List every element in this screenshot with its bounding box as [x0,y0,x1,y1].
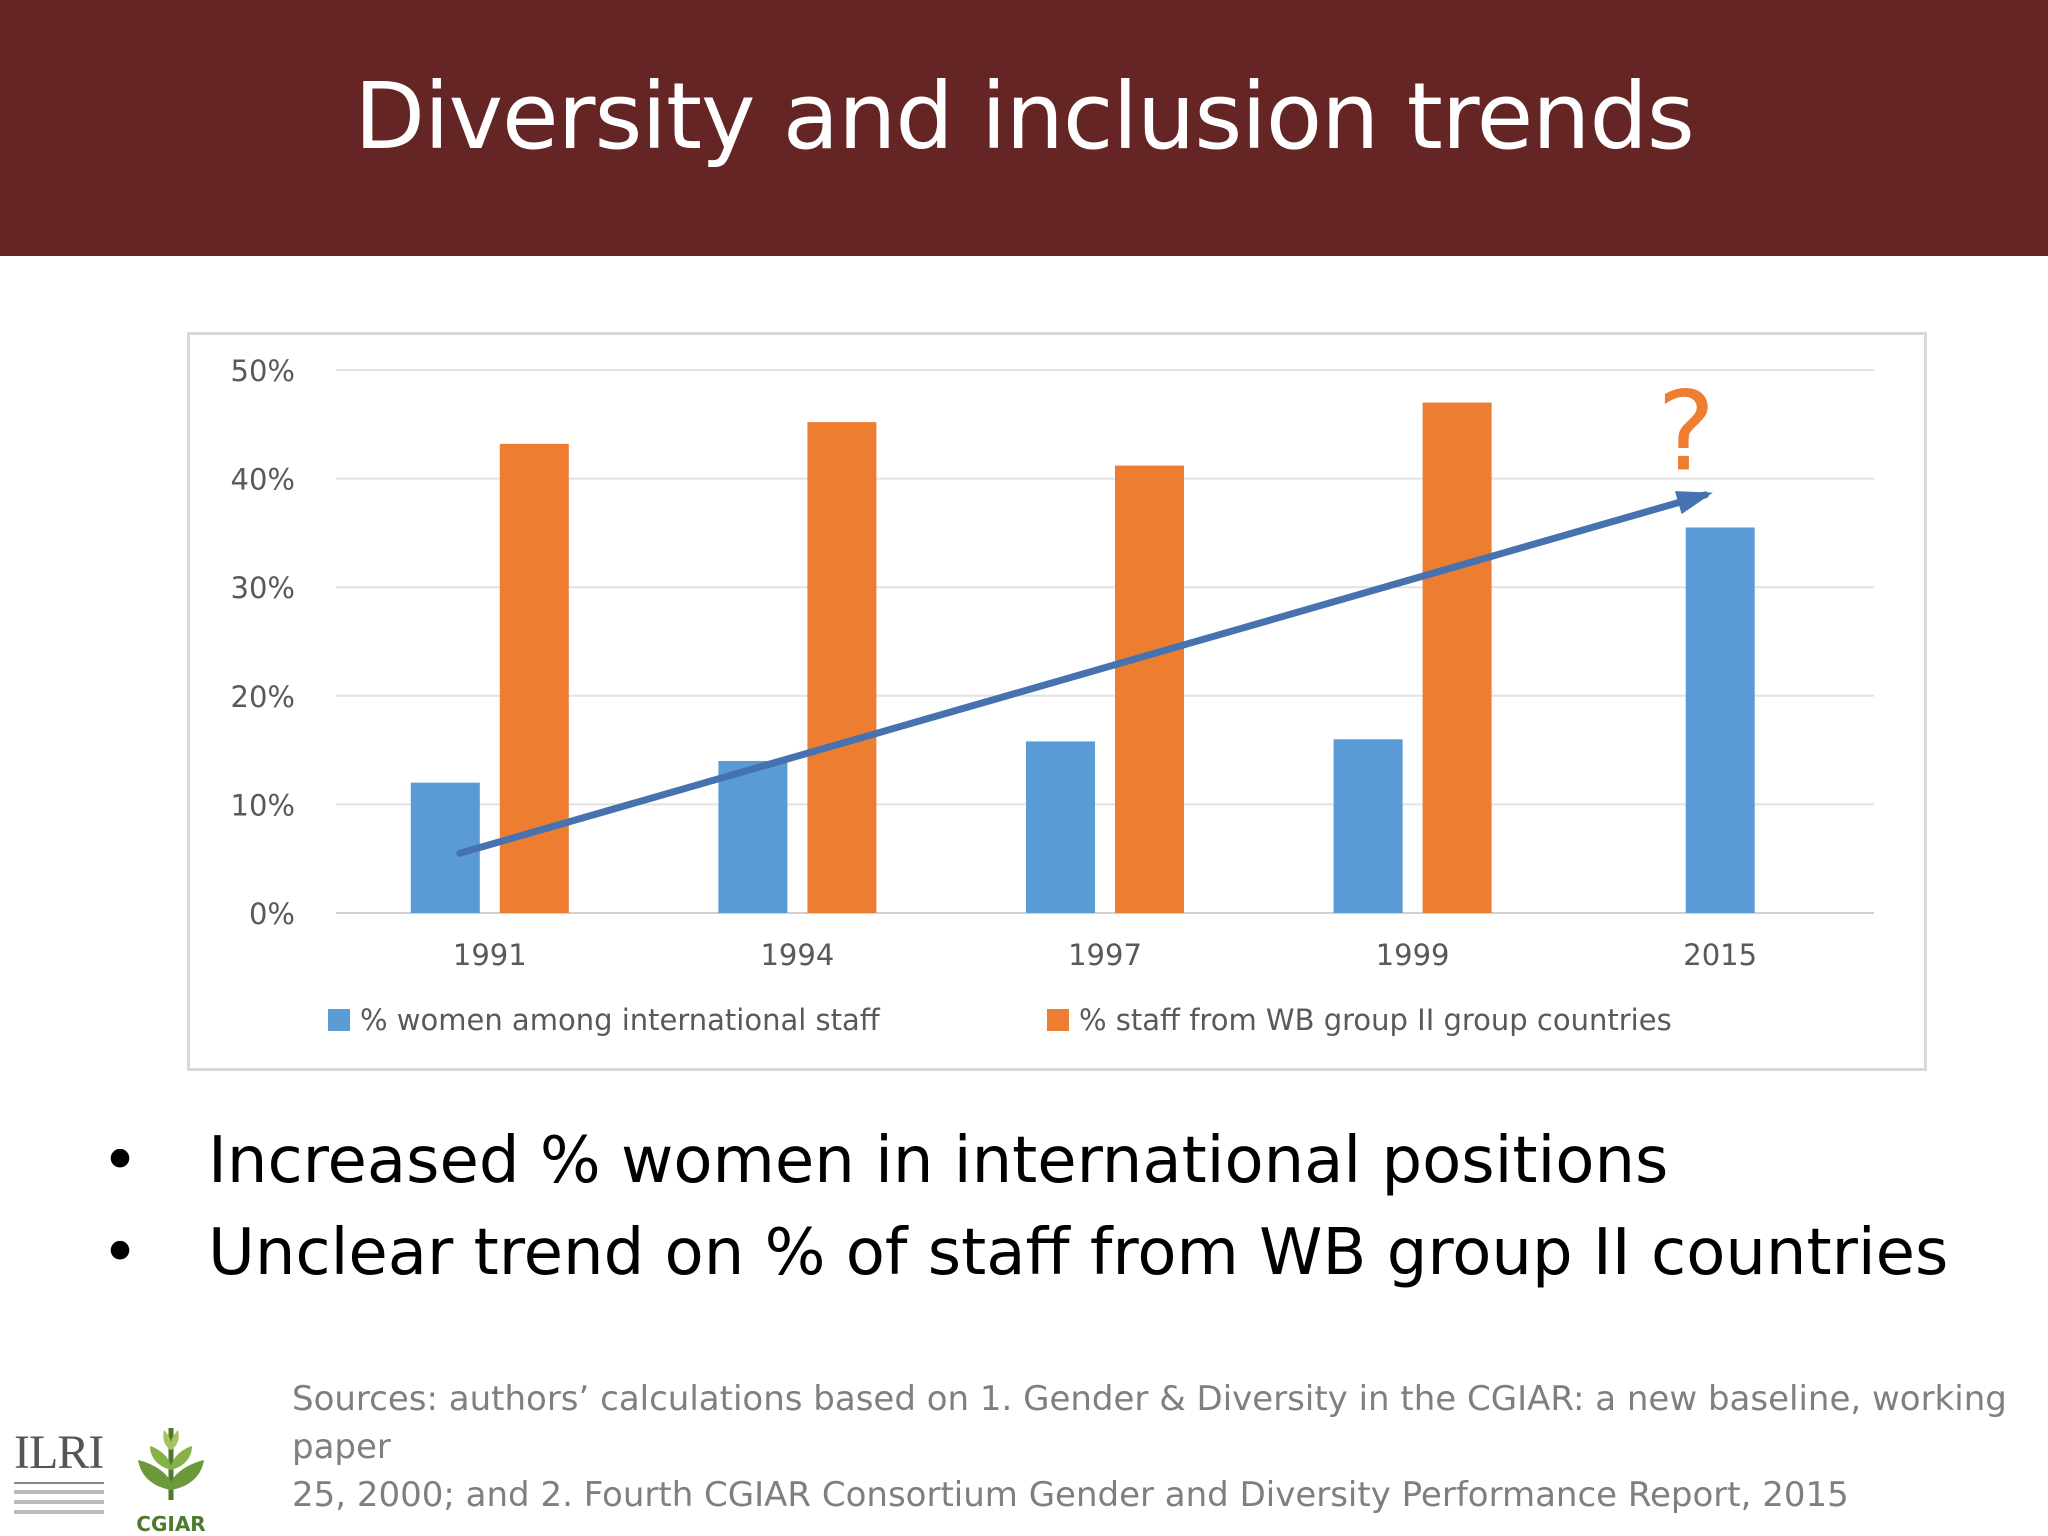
legend-label-women: % women among international staff [360,1003,880,1037]
sources-line: 25, 2000; and 2. Fourth CGIAR Consortium… [292,1475,1849,1515]
bullet-item: • Increased % women in international pos… [100,1115,2020,1207]
bullet-list: • Increased % women in international pos… [100,1115,2020,1299]
cgiar-plant-icon [138,1428,204,1500]
chart-frame [187,332,1927,1071]
legend-item-wb: % staff from WB group II group countries [1047,1003,1672,1037]
bullet-item: • Unclear trend on % of staff from WB gr… [100,1207,2020,1299]
slide-title: Diversity and inclusion trends [354,62,1695,170]
cgiar-logo-text: CGIAR [136,1512,206,1536]
legend-item-women: % women among international staff [328,1003,880,1037]
cgiar-logo: CGIAR [128,1420,214,1536]
slide-header: Diversity and inclusion trends [0,0,2048,256]
sources-note: Sources: authors’ calculations based on … [292,1375,2032,1519]
sources-line: Sources: authors’ calculations based on … [292,1379,2007,1467]
bullet-dot: • [101,1216,139,1290]
legend-swatch-wb [1047,1009,1069,1031]
ilri-logo-text: ILRI [14,1426,104,1479]
bullet-text: Increased % women in international posit… [208,1124,1669,1198]
chart-legend: % women among international staff % staf… [0,1003,2048,1043]
legend-swatch-women [328,1009,350,1031]
ilri-logo: ILRI [14,1428,104,1528]
bullet-dot: • [101,1124,139,1198]
bullet-text: Unclear trend on % of staff from WB grou… [208,1216,1949,1290]
legend-label-wb: % staff from WB group II group countries [1079,1003,1672,1037]
